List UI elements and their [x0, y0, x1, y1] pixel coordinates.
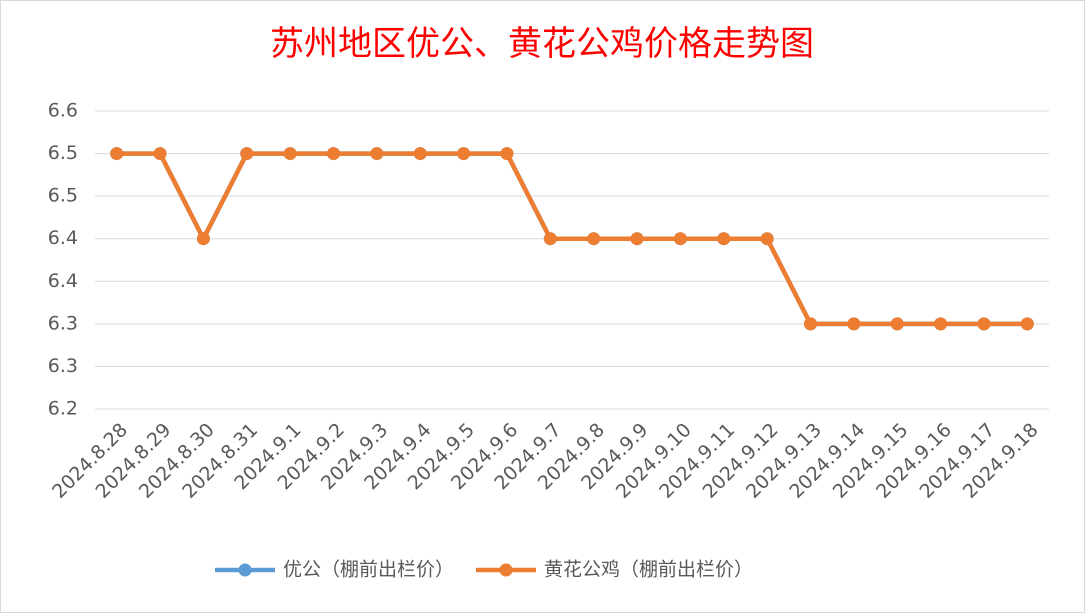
- series-line: [116, 151, 1028, 327]
- data-point: [240, 147, 254, 161]
- legend-swatch-marker: [499, 563, 513, 577]
- data-point: [196, 232, 210, 246]
- data-point: [847, 317, 861, 331]
- legend-label: 黄花公鸡（棚前出栏价）: [544, 559, 753, 581]
- data-point: [110, 147, 124, 161]
- data-point: [500, 147, 514, 161]
- legend-swatch-marker: [238, 563, 252, 577]
- data-point: [327, 147, 340, 161]
- legend-label: 优公（棚前出栏价）: [283, 559, 454, 581]
- data-point: [804, 317, 817, 331]
- data-point: [413, 147, 427, 161]
- data-point: [890, 317, 904, 331]
- data-point: [587, 232, 601, 246]
- chart-title: 苏州地区优公、黄花公鸡价格走势图: [270, 24, 814, 64]
- y-tick-label: 6.4: [48, 227, 78, 249]
- data-point: [1020, 317, 1034, 331]
- data-point: [153, 147, 167, 161]
- data-point: [717, 232, 731, 246]
- y-tick-label: 6.3: [48, 355, 78, 377]
- data-point: [673, 232, 687, 246]
- data-point: [370, 147, 384, 161]
- data-point: [977, 317, 991, 331]
- data-point: [543, 232, 557, 246]
- y-tick-label: 6.5: [48, 142, 78, 164]
- y-tick-label: 6.2: [48, 398, 78, 420]
- data-point: [760, 232, 774, 246]
- data-point: [934, 317, 948, 331]
- data-point: [283, 147, 297, 161]
- y-tick-label: 6.4: [48, 270, 78, 292]
- data-point: [457, 147, 471, 161]
- y-tick-label: 6.6: [48, 100, 78, 122]
- y-tick-label: 6.5: [48, 185, 78, 207]
- y-tick-label: 6.3: [48, 312, 78, 334]
- data-point: [630, 232, 644, 246]
